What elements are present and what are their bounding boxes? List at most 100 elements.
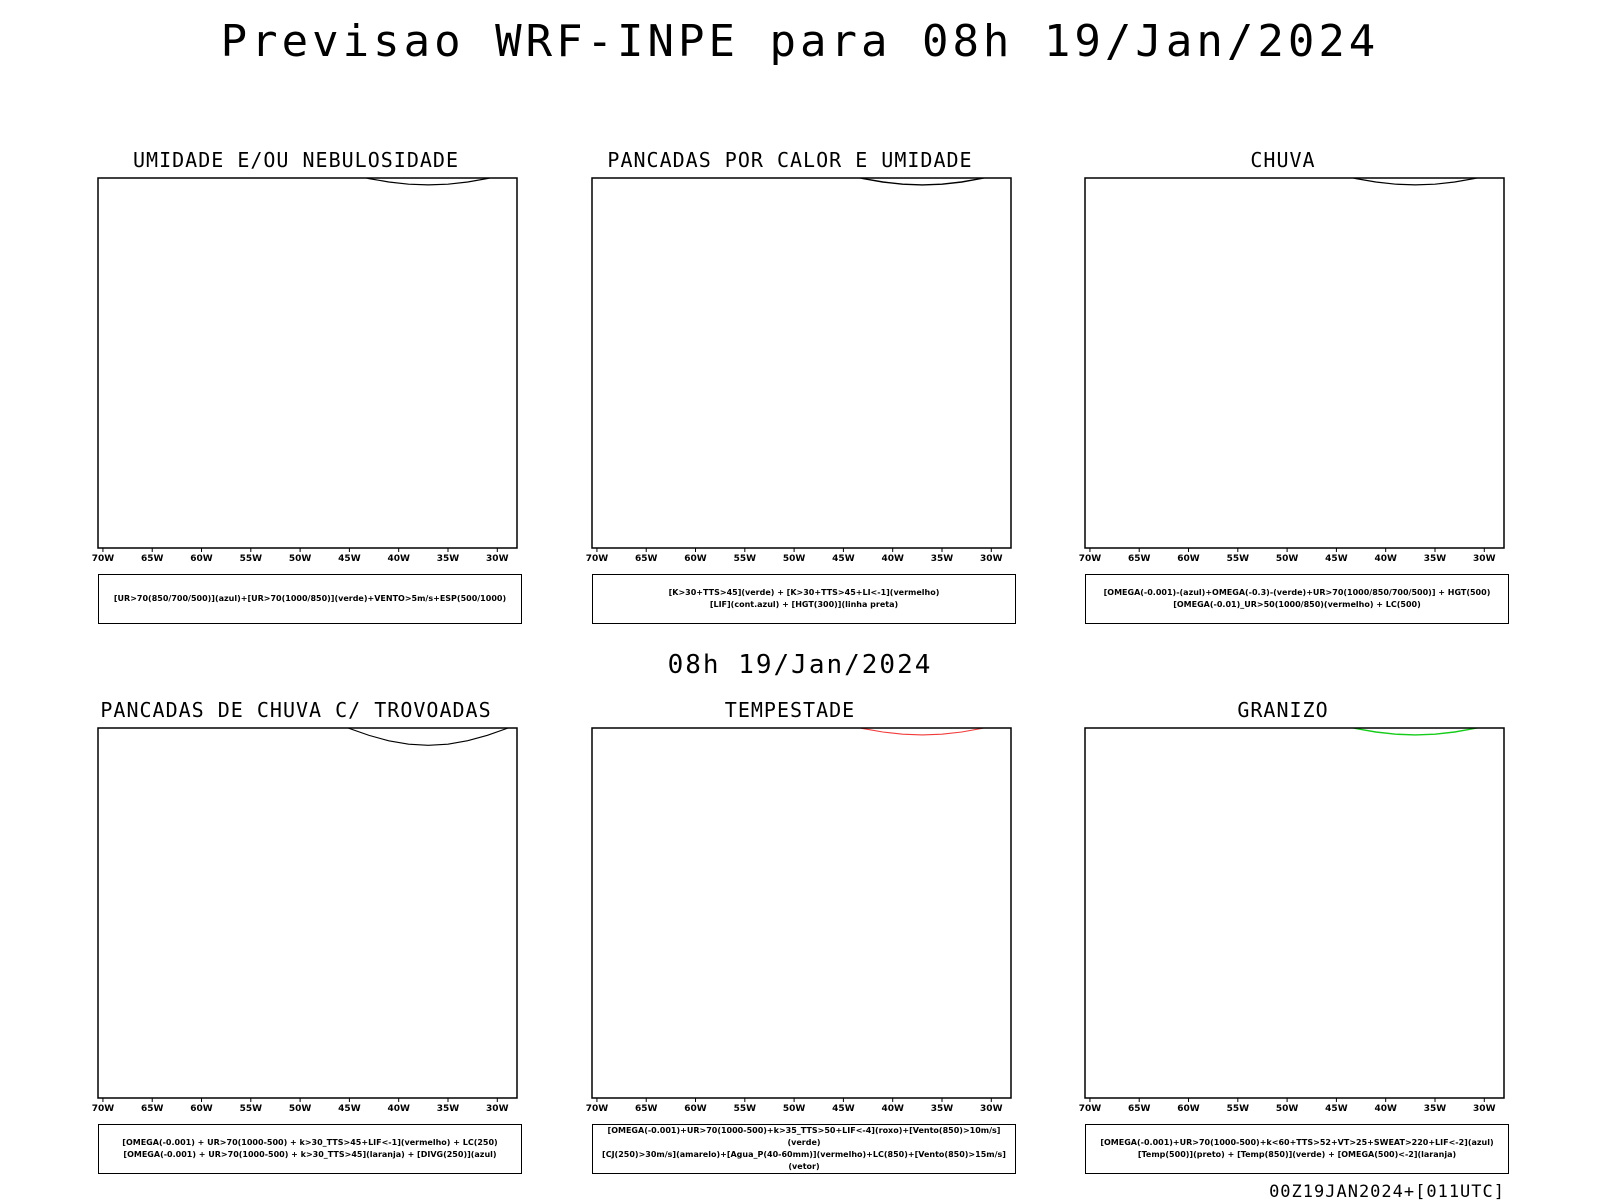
legend-trovoadas: [OMEGA(-0.001) + UR>70(1000-500) + k>30_… [98,1124,522,1174]
lon-tick-label: 65W [635,554,658,564]
forecast-map: 10161012101210121016102057658258812S15S1… [92,176,518,564]
lon-tick-label: 30W [980,1104,1003,1114]
lon-tick-label: 60W [190,554,213,564]
lon-tick-label: 45W [1325,554,1348,564]
panel-granizo: GRANIZO 1612820161212S15S18S21S24S27S30S… [1063,698,1505,1168]
contour-line [1350,178,1480,186]
legend-line: [LIF](cont.azul) + [HGT(300)](linha pret… [709,600,899,609]
map-frame [591,727,1012,1099]
panel-pancadas-calor: PANCADAS POR CALOR E UMIDADE 96809680968… [570,148,1012,618]
lon-tick-label: 50W [783,554,806,564]
contour-line [363,178,493,186]
legend-granizo: [OMEGA(-0.001)+UR>70(1000-500)+k<60+TTS>… [1085,1124,1509,1174]
map-frame [591,177,1012,549]
map-frame [97,177,518,549]
lon-tick-label: 55W [734,554,757,564]
lon-tick-label: 30W [486,554,509,564]
panel-title: CHUVA [1250,148,1316,172]
lon-tick-label: 35W [1424,1104,1447,1114]
lon-tick-label: 40W [1374,554,1397,564]
forecast-map: 1612820161212S15S18S21S24S27S30S33S36S39… [1079,727,1505,1114]
map-frame [1084,177,1505,549]
lon-tick-label: 70W [586,1104,609,1114]
legend-line: [OMEGA(-0.001)+UR>70(1000-500)+k>35_TTS>… [607,1126,1001,1147]
lon-tick-label: 45W [338,554,361,564]
forecast-map: 9680968096809600952095209440960012S15S18… [586,177,1012,564]
lon-tick-label: 35W [931,1104,954,1114]
lon-tick-label: 45W [338,1104,361,1114]
lon-tick-label: 40W [881,554,904,564]
panel-trovoadas: PANCADAS DE CHUVA C/ TROVOADAS 12S15S18S… [76,698,518,1168]
lon-tick-label: 35W [931,554,954,564]
lon-tick-label: 60W [684,1104,707,1114]
panel-title: PANCADAS DE CHUVA C/ TROVOADAS [100,698,492,722]
legend-line: [CJ(250)>30m/s](amarelo)+[Agua_P(40-60mm… [602,1150,1006,1171]
panel-title: PANCADAS POR CALOR E UMIDADE [607,148,973,172]
legend-line: [OMEGA(-0.001)+UR>70(1000-500)+k<60+TTS>… [1100,1138,1494,1147]
map-frame [1084,727,1505,1099]
legend-line: [Temp(500)](preto) + [Temp(850)](verde) … [1137,1150,1457,1159]
panel-tempestade: TEMPESTADE 40405012S15S18S21S24S27S30S33… [570,698,1012,1168]
lon-tick-label: 65W [1128,1104,1151,1114]
lon-tick-label: 60W [684,554,707,564]
lon-tick-label: 60W [1177,1104,1200,1114]
map-plot-area: 582585579576573588 [1350,178,1480,186]
lon-tick-label: 30W [1473,1104,1496,1114]
lon-tick-label: 55W [240,554,263,564]
lon-tick-label: 40W [387,1104,410,1114]
lon-tick-label: 30W [980,554,1003,564]
map-frame [97,727,518,1099]
forecast-map: 40405012S15S18S21S24S27S30S33S36S39S42S7… [586,727,1012,1114]
lon-tick-label: 40W [1374,1104,1397,1114]
weather-field-area [92,176,232,177]
contour-line [1350,728,1480,736]
legend-chuva: [OMEGA(-0.001)-(azul)+OMEGA(-0.3)-(verde… [1085,574,1509,624]
map-plot-area: 96809680968096009520952094409600 [857,178,987,186]
contour-line [857,178,987,186]
forecast-map: 12S15S18S21S24S27S30S33S36S39S42S70W65W6… [92,727,518,1114]
lon-tick-label: 35W [437,554,460,564]
lon-tick-label: 45W [832,1104,855,1114]
main-title: Previsao WRF-INPE para 08h 19/Jan/2024 [220,16,1380,67]
lon-tick-label: 30W [486,1104,509,1114]
forecast-run-code: 00Z19JAN2024+[011UTC] [1269,1182,1505,1202]
lon-tick-label: 50W [1276,554,1299,564]
lon-tick-label: 55W [734,1104,757,1114]
legend-line: [K>30+TTS>45](verde) + [K>30+TTS>45+LI<-… [668,588,940,597]
valid-time-title: 08h 19/Jan/2024 [667,650,933,680]
lon-tick-label: 60W [1177,554,1200,564]
lon-tick-label: 55W [240,1104,263,1114]
panel-umidade: UMIDADE E/OU NEBULOSIDADE 10161012101210… [76,148,518,618]
lon-tick-label: 30W [1473,554,1496,564]
legend-line: [OMEGA(-0.001) + UR>70(1000-500) + k>30_… [123,1150,497,1159]
map-plot-area [346,728,510,746]
forecast-map: 58258557957657358812S15S18S21S24S27S30S3… [1079,177,1505,564]
lon-tick-label: 50W [1276,1104,1299,1114]
lon-tick-label: 50W [289,554,312,564]
lon-tick-label: 45W [832,554,855,564]
map-plot-area: 404050 [858,728,987,736]
lon-tick-label: 50W [783,1104,806,1114]
lon-tick-label: 40W [387,554,410,564]
lon-tick-label: 70W [1079,1104,1102,1114]
legend-line: [OMEGA(-0.01)_UR>50(1000/850)(vermelho) … [1173,600,1421,609]
lon-tick-label: 45W [1325,1104,1348,1114]
contour-line [346,728,510,746]
lon-tick-label: 70W [92,1104,115,1114]
legend-tempestade: [OMEGA(-0.001)+UR>70(1000-500)+k>35_TTS>… [592,1124,1016,1174]
lon-tick-label: 70W [1079,554,1102,564]
lon-tick-label: 60W [190,1104,213,1114]
panel-title: UMIDADE E/OU NEBULOSIDADE [132,148,460,172]
lon-tick-label: 65W [141,554,164,564]
lon-tick-label: 55W [1227,1104,1250,1114]
lon-tick-label: 65W [635,1104,658,1114]
legend-umidade: [UR>70(850/700/500)](azul)+[UR>70(1000/8… [98,574,522,624]
legend-line: [UR>70(850/700/500)](azul)+[UR>70(1000/8… [113,594,507,603]
map-plot-area: 16128201612 [1350,728,1480,736]
legend-pancadas-calor: [K>30+TTS>45](verde) + [K>30+TTS>45+LI<-… [592,574,1016,624]
lon-tick-label: 55W [1227,554,1250,564]
map-plot-area: 101610121012101210161020576582588 [92,176,493,186]
legend-line: [OMEGA(-0.001)-(azul)+OMEGA(-0.3)-(verde… [1103,588,1491,597]
lon-tick-label: 50W [289,1104,312,1114]
lon-tick-label: 35W [1424,554,1447,564]
